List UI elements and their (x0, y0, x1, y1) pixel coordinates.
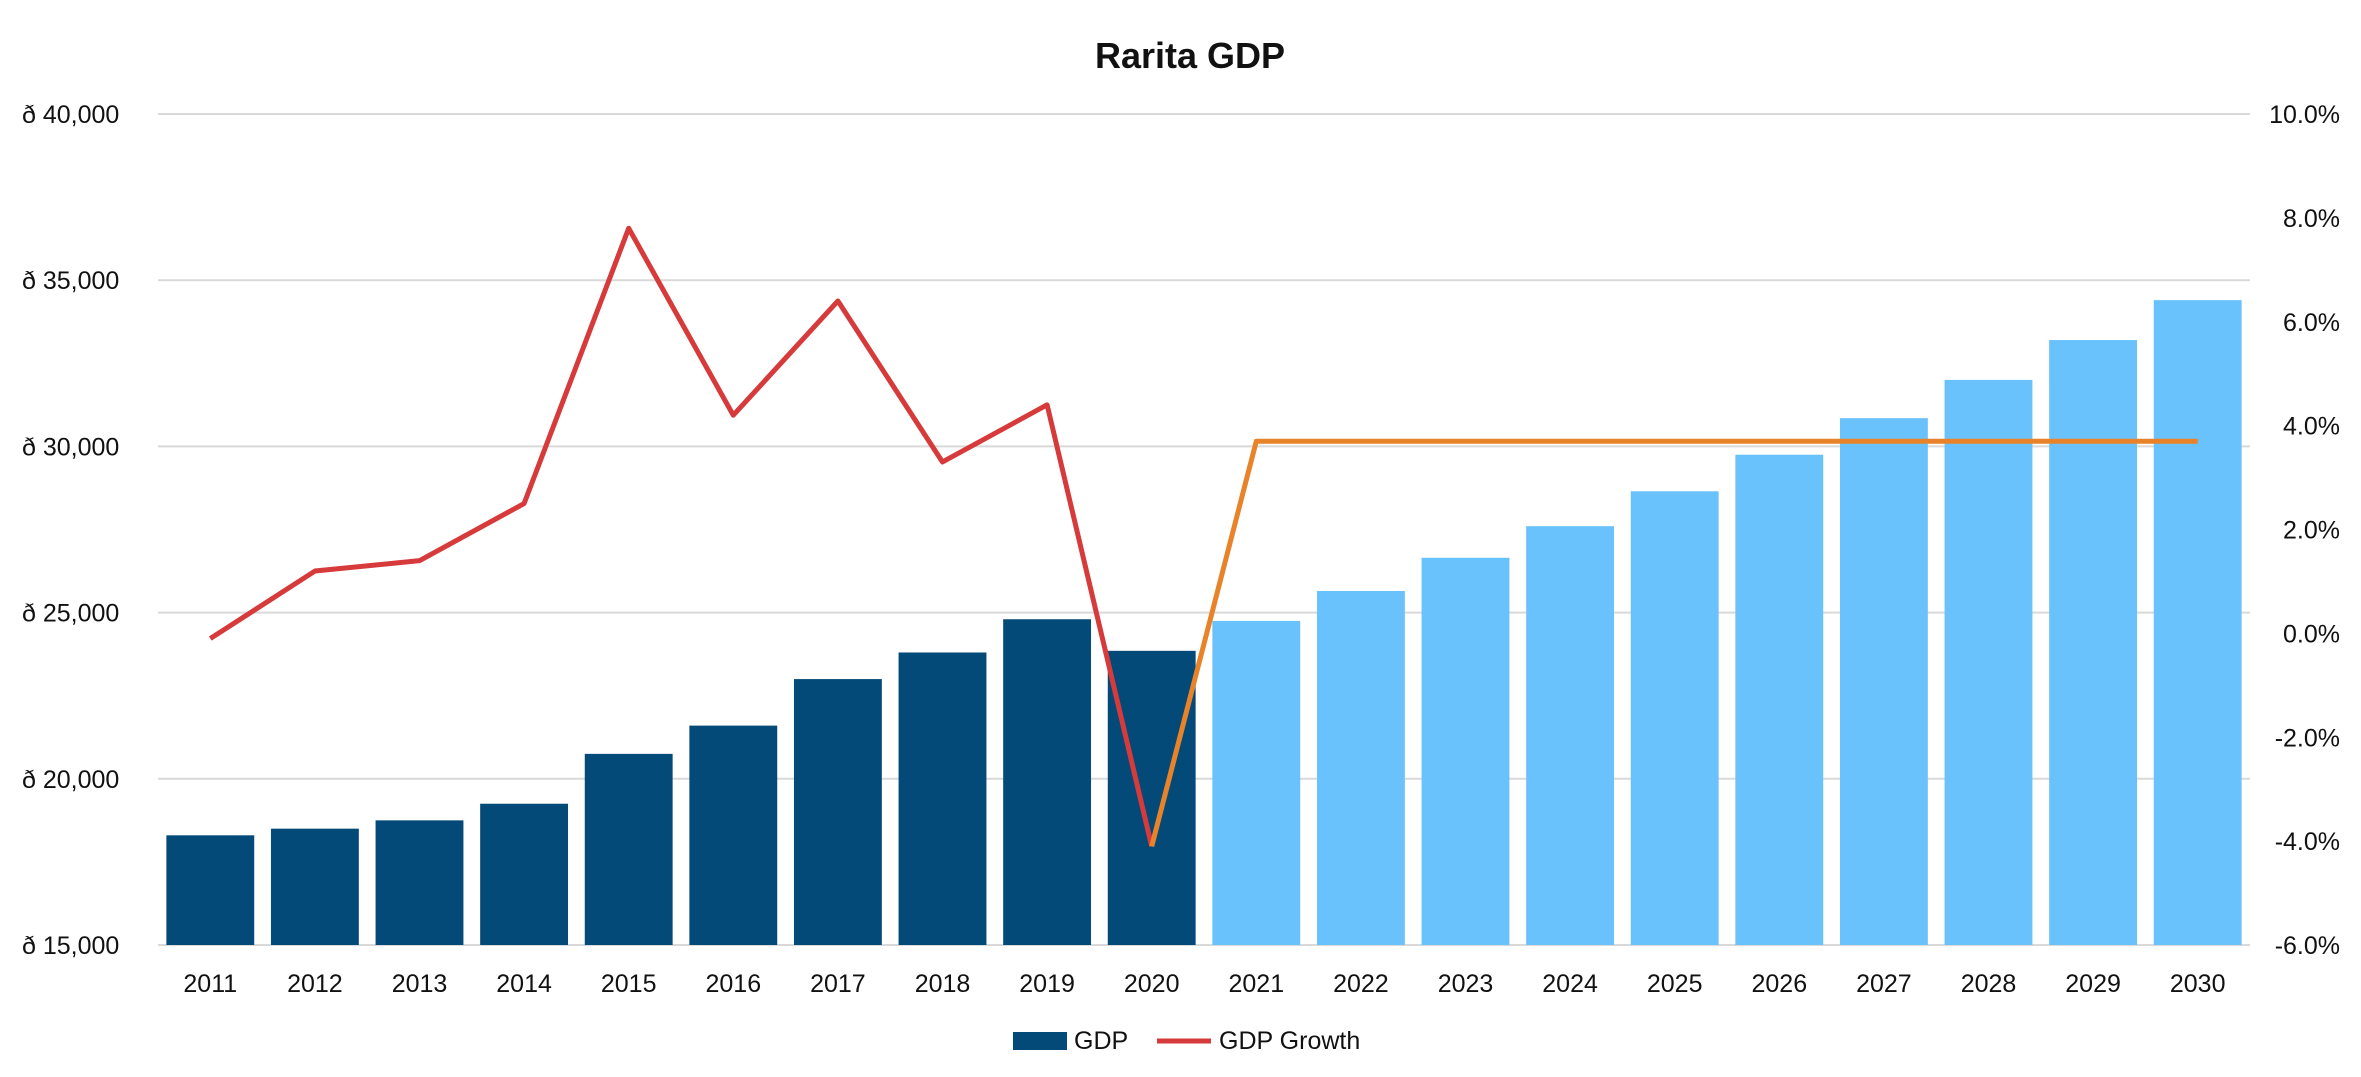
x-tick-label: 2019 (1019, 970, 1075, 998)
bar-gdp (166, 835, 255, 945)
bar-gdp (793, 679, 882, 945)
x-tick-label: 2014 (496, 970, 552, 998)
y-right-tick-label: -2.0% (2275, 724, 2340, 752)
x-tick-label: 2018 (915, 970, 971, 998)
chart-title: Rarita GDP (1095, 35, 1285, 76)
bar-gdp-forecast (1316, 590, 1405, 945)
bar-gdp-forecast (1839, 418, 1928, 945)
x-tick-label: 2013 (392, 970, 448, 998)
y-axis-right: -6.0% -4.0% -2.0% 0.0% 2.0% 4.0% 6.0% 8.0% 10.0% (2269, 101, 2340, 960)
x-tick-label: 2024 (1542, 970, 1598, 998)
x-tick-label: 2025 (1647, 970, 1703, 998)
y-left-tick-label: ð 40,000 (22, 101, 119, 129)
line-gdp-growth (208, 225, 1155, 847)
x-tick-label: 2016 (705, 970, 761, 998)
legend: GDP GDP Growth (1013, 1027, 1360, 1055)
bar-gdp-forecast (2049, 340, 2138, 946)
x-tick-label: 2011 (183, 970, 237, 998)
x-tick-label: 2022 (1333, 970, 1389, 998)
bar-gdp (584, 753, 673, 945)
bar-gdp-forecast (1735, 454, 1824, 945)
x-tick-label: 2020 (1124, 970, 1180, 998)
x-tick-label: 2030 (2170, 970, 2226, 998)
bar-gdp-forecast (1526, 526, 1615, 945)
y-right-tick-label: -4.0% (2275, 828, 2340, 856)
legend-label-gdp: GDP (1074, 1027, 1128, 1055)
x-axis: 2011 2012 2013 2014 2015 2016 2017 2018 2019 2020… (183, 970, 2225, 998)
y-right-tick-label: 8.0% (2283, 205, 2340, 233)
bar-gdp (898, 652, 987, 945)
y-left-tick-label: ð 20,000 (22, 766, 119, 794)
bar-series (166, 300, 2242, 946)
x-tick-label: 2017 (810, 970, 866, 998)
y-right-tick-label: 4.0% (2283, 413, 2340, 441)
bar-gdp-forecast (1212, 620, 1301, 945)
y-left-tick-label: ð 35,000 (22, 267, 119, 295)
x-tick-label: 2023 (1438, 970, 1494, 998)
bar-gdp (375, 820, 464, 945)
x-tick-label: 2026 (1751, 970, 1807, 998)
bar-gdp (480, 803, 569, 945)
x-tick-label: 2012 (287, 970, 343, 998)
y-right-tick-label: 2.0% (2283, 517, 2340, 545)
bar-gdp (1003, 619, 1092, 945)
y-left-tick-label: ð 25,000 (22, 600, 119, 628)
x-tick-label: 2015 (601, 970, 657, 998)
x-tick-label: 2028 (1961, 970, 2017, 998)
x-tick-label: 2021 (1228, 970, 1284, 998)
y-right-tick-label: 0.0% (2283, 620, 2340, 648)
bar-gdp-forecast (1630, 491, 1719, 945)
y-left-tick-label: ð 15,000 (22, 932, 119, 960)
line-gdp-growth-forecast (1149, 438, 2198, 847)
legend-swatch-gdp (1013, 1032, 1067, 1050)
y-right-tick-label: 6.0% (2283, 309, 2340, 337)
y-right-tick-label: -6.0% (2275, 932, 2340, 960)
y-left-tick-label: ð 30,000 (22, 433, 119, 461)
bar-gdp (689, 725, 778, 945)
x-tick-label: 2029 (2065, 970, 2121, 998)
bar-gdp-forecast (1421, 557, 1510, 945)
bar-gdp (270, 828, 359, 945)
bar-gdp-forecast (1944, 379, 2033, 945)
x-tick-label: 2027 (1856, 970, 1912, 998)
y-axis-left: ð 15,000 ð 20,000 ð 25,000 ð 30,000 ð 35,000… (22, 101, 119, 960)
bar-gdp-forecast (2153, 300, 2242, 945)
legend-label-gdp-growth: GDP Growth (1219, 1027, 1360, 1055)
bar-gdp (1107, 650, 1196, 945)
y-right-tick-label: 10.0% (2269, 101, 2340, 129)
line-series (208, 225, 2198, 847)
